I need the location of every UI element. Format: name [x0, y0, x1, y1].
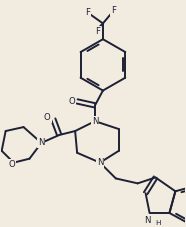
Text: O: O: [8, 160, 15, 169]
Text: O: O: [44, 113, 51, 122]
Text: F: F: [111, 6, 116, 15]
Text: N: N: [92, 117, 98, 126]
Text: F: F: [95, 27, 100, 36]
Text: N: N: [38, 138, 45, 147]
Text: O: O: [69, 97, 76, 106]
Text: N: N: [144, 216, 151, 225]
Text: N: N: [97, 158, 103, 167]
Text: F: F: [86, 8, 91, 17]
Text: H: H: [155, 220, 160, 226]
